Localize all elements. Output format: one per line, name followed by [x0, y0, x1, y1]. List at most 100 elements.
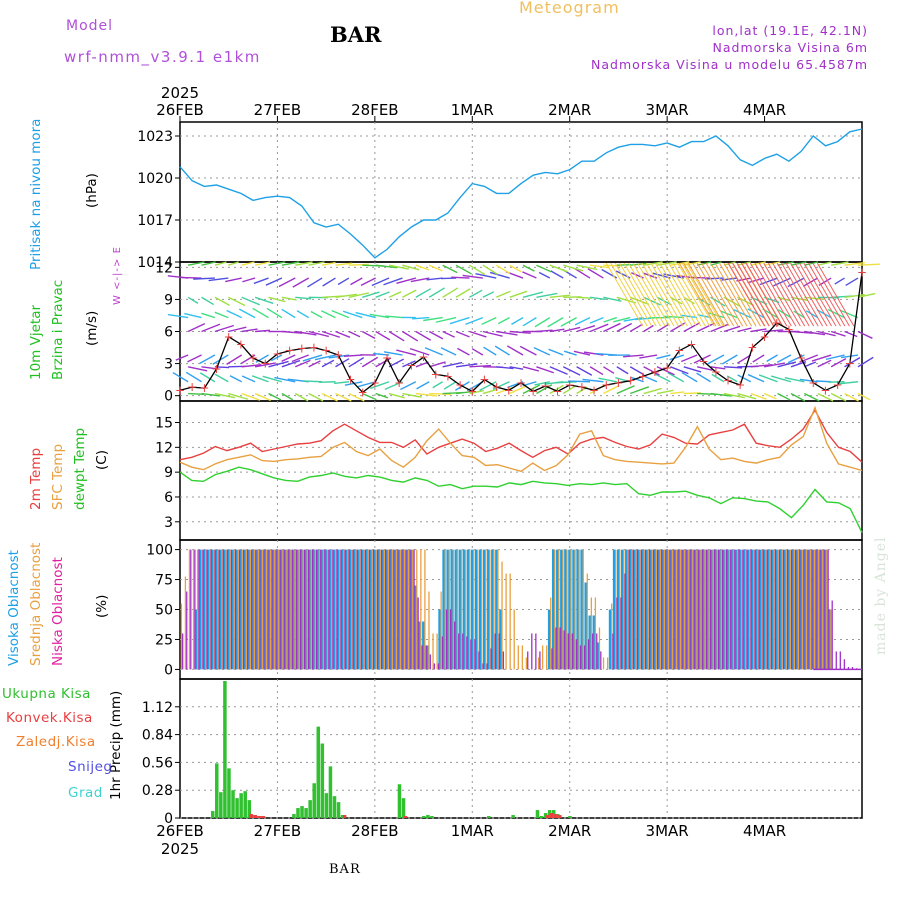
- time-label-top: 1MAR: [451, 101, 494, 119]
- precip-bar-0: [332, 796, 337, 818]
- wind-gust-mark: +: [224, 330, 234, 344]
- wind-hatch: [772, 262, 810, 327]
- time-label-bottom: 4MAR: [743, 822, 786, 840]
- precip-bar-1: [253, 815, 258, 818]
- wind-arrow: [736, 354, 752, 364]
- wind-arrow: [361, 330, 376, 340]
- wind-arrow: [857, 392, 871, 401]
- wind-hatch: [714, 262, 753, 327]
- wind-arrow: [479, 381, 497, 391]
- station-title: BAR: [330, 22, 382, 47]
- wind-hatch: [723, 262, 761, 327]
- wind-arrow: [711, 373, 725, 383]
- wind-arrow: [268, 392, 282, 401]
- wind-hatch: [623, 262, 662, 327]
- wind-gust-mark: +: [613, 376, 623, 390]
- precip-bar-0: [247, 800, 252, 818]
- precip-bar-0: [320, 743, 325, 818]
- wind-arrow: [428, 287, 445, 298]
- wind-gust-mark: +: [175, 383, 185, 397]
- y-tick-label: 0.84: [142, 728, 173, 744]
- wind-arrow: [495, 290, 511, 298]
- wind-arrow: [388, 392, 405, 399]
- wind-arrow: [348, 292, 370, 298]
- wind-gust-mark: +: [540, 379, 550, 393]
- wind-arrow: [629, 386, 650, 395]
- wind-hatch: [758, 262, 797, 327]
- wind-arrow: [568, 380, 591, 383]
- wind-hatch: [619, 262, 657, 327]
- wind-arrow: [254, 362, 276, 368]
- wind-arrow: [509, 330, 531, 334]
- wind-arrow: [793, 310, 805, 319]
- wind-arrow: [764, 329, 784, 333]
- precip-bar-1: [261, 816, 266, 818]
- wind-hatch: [614, 262, 653, 327]
- time-label-top: 3MAR: [646, 101, 689, 119]
- wind-arrow: [750, 261, 766, 266]
- wind-arrow: [428, 330, 444, 340]
- wind-arrow: [455, 330, 470, 338]
- wind-arrow: [670, 296, 683, 305]
- wind-gust-mark: +: [784, 322, 794, 336]
- wind-hatch: [781, 262, 819, 327]
- wind-arrow: [449, 316, 470, 325]
- legend-rain: Ukupna Kisa: [2, 686, 91, 702]
- wind-arrow: [253, 277, 269, 285]
- wind-arrow: [383, 277, 403, 286]
- wind-arrow: [582, 378, 604, 383]
- wind-gust-mark: +: [516, 376, 526, 390]
- wind-arrow: [362, 291, 380, 298]
- wind-arrow: [187, 296, 199, 304]
- wind-arrow: [830, 358, 847, 368]
- wind-arrow: [435, 316, 457, 323]
- wind-arrow: [172, 371, 189, 383]
- wind-arrow: [689, 276, 711, 279]
- wind-arrow: [509, 290, 528, 298]
- wind-arrow: [804, 361, 817, 368]
- wind-arrow: [603, 296, 622, 302]
- wind-arrow: [643, 324, 654, 333]
- wind-arrow: [656, 389, 674, 395]
- wind-hatch: [650, 262, 688, 327]
- wind-arrow: [440, 347, 457, 356]
- wind-arrow: [696, 322, 715, 333]
- wind-arrow: [214, 392, 236, 399]
- temp-line-1: [179, 405, 863, 473]
- wind-arrow: [790, 296, 808, 302]
- wind-arrow: [308, 392, 324, 402]
- wind-arrow: [681, 371, 698, 383]
- wind-arrow: [457, 347, 470, 356]
- wind-arrow: [483, 346, 497, 356]
- wind-arrow: [361, 356, 379, 368]
- wind-arrow: [385, 315, 403, 319]
- wind-arrow: [228, 392, 249, 400]
- wind-arrow: [369, 381, 390, 390]
- wind-hatch: [701, 262, 739, 327]
- wind-arrow: [208, 277, 229, 282]
- wind-gust-mark: +: [808, 376, 818, 390]
- wind-arrow: [415, 330, 432, 341]
- wind-arrow: [506, 345, 524, 356]
- wind-arrow: [199, 372, 216, 383]
- wind-arrow: [322, 277, 336, 287]
- model-name: wrf-nmm_v3.9.1 e1km: [64, 48, 261, 66]
- wind-arrow: [489, 271, 510, 279]
- time-label-top: 2MAR: [548, 101, 591, 119]
- wind-arrow: [562, 366, 581, 376]
- wind-arrow: [787, 277, 805, 288]
- wind-arrow: [254, 392, 271, 402]
- wind-hatch: [727, 262, 766, 327]
- wind-arrow: [199, 354, 216, 365]
- wind-arrow: [455, 288, 471, 298]
- wind-arrow: [423, 316, 443, 322]
- wind-arrow: [482, 291, 495, 298]
- wind-hatch: [816, 262, 855, 327]
- wind-hatch: [605, 262, 644, 327]
- wind-arrow: [278, 277, 296, 288]
- y-tick-label: 0: [164, 811, 173, 827]
- time-label-bottom: 28FEB: [351, 822, 398, 840]
- wind-gust-mark: +: [686, 337, 696, 351]
- wind-arrow: [538, 271, 551, 279]
- wind-arrow: [308, 360, 321, 368]
